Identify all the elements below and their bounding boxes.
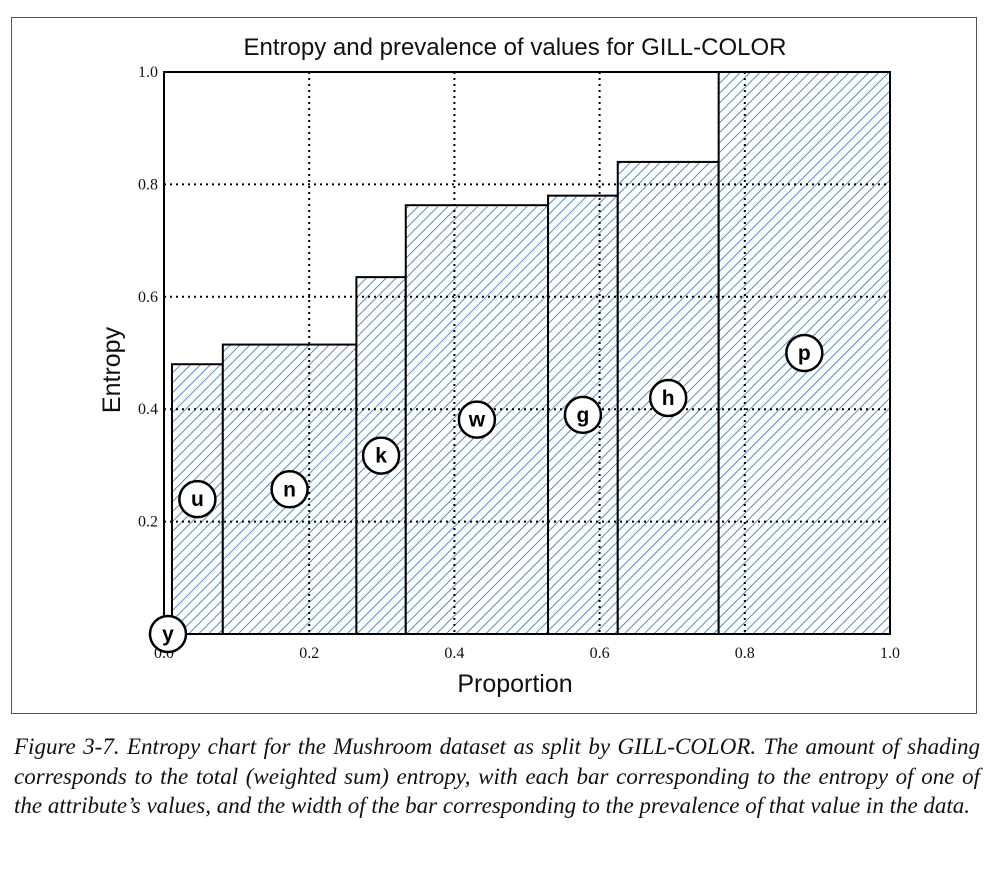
value-label-circle <box>563 395 603 435</box>
caption-label: Figure 3-7. <box>14 734 120 759</box>
value-label-circle <box>148 614 188 654</box>
value-label-h: h <box>648 378 688 418</box>
value-label-g: g <box>563 395 603 435</box>
value-label-p: p <box>785 333 824 373</box>
x-tick-label: 0.6 <box>590 645 610 662</box>
value-label-circle <box>648 378 688 418</box>
value-label-circle <box>457 400 497 439</box>
y-axis-label: Entropy <box>98 326 126 413</box>
plot-frame <box>163 71 891 635</box>
grid-layer <box>164 72 890 634</box>
value-label-circle <box>785 333 824 373</box>
y-tick-label: 0.2 <box>138 514 158 531</box>
value-label-w: w <box>457 400 497 439</box>
x-axis-label: Proportion <box>457 670 572 698</box>
y-tick-label: 1.0 <box>138 64 158 81</box>
value-label-text: y <box>162 623 174 646</box>
y-tick-label: 0.4 <box>138 401 158 418</box>
value-label-text: k <box>375 445 387 468</box>
value-label-text: h <box>662 387 675 410</box>
entropy-chart: Entropy and prevalence of values for GIL… <box>98 34 900 698</box>
value-label-text: g <box>576 404 589 427</box>
value-label-n: n <box>270 470 309 509</box>
value-label-text: n <box>283 478 296 501</box>
x-tick-label: 0.4 <box>444 645 464 662</box>
value-label-text: u <box>191 488 204 511</box>
caption-text: Entropy chart for the Mushroom dataset a… <box>14 734 981 818</box>
label-layer: y u n k w g h p <box>148 333 824 654</box>
bar-layer <box>164 71 891 635</box>
value-label-circle <box>361 436 401 475</box>
value-label-text: w <box>468 409 486 432</box>
figure-frame: Entropy and prevalence of values for GIL… <box>11 17 977 714</box>
value-label-u: u <box>178 479 217 519</box>
value-label-k: k <box>361 436 401 475</box>
x-tick-label: 1.0 <box>880 645 900 662</box>
value-label-circle <box>270 470 309 509</box>
y-tick-label: 0.8 <box>138 176 158 193</box>
axis-layer: 0.0 0.2 0.4 0.6 0.8 1.00.20.40.60.81.0 <box>138 64 900 662</box>
x-tick-label: 0.2 <box>299 645 319 662</box>
value-label-text: p <box>798 342 811 365</box>
value-label-y: y <box>148 614 188 654</box>
x-tick-label: 0.8 <box>735 645 755 662</box>
figure-caption: Figure 3-7. Entropy chart for the Mushro… <box>14 732 980 821</box>
y-tick-label: 0.6 <box>138 289 158 306</box>
chart-title: Entropy and prevalence of values for GIL… <box>244 34 787 61</box>
value-label-circle <box>178 479 217 519</box>
